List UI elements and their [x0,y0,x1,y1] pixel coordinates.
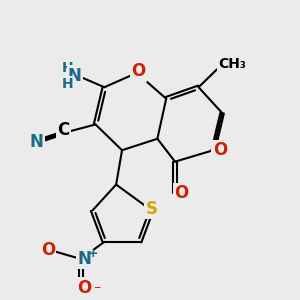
Text: N: N [68,67,82,85]
Text: CH₃: CH₃ [218,57,246,71]
Text: O: O [131,62,145,80]
Text: ⁻: ⁻ [93,284,101,298]
Text: H: H [62,77,74,91]
Text: O: O [174,184,189,202]
Text: C: C [57,121,69,139]
Text: O: O [41,242,55,260]
Text: O: O [213,141,227,159]
Text: N: N [30,133,44,151]
Text: H: H [62,61,74,75]
Text: O: O [76,279,91,297]
Text: N: N [77,250,91,268]
Text: +: + [88,248,98,260]
Text: S: S [146,200,158,218]
